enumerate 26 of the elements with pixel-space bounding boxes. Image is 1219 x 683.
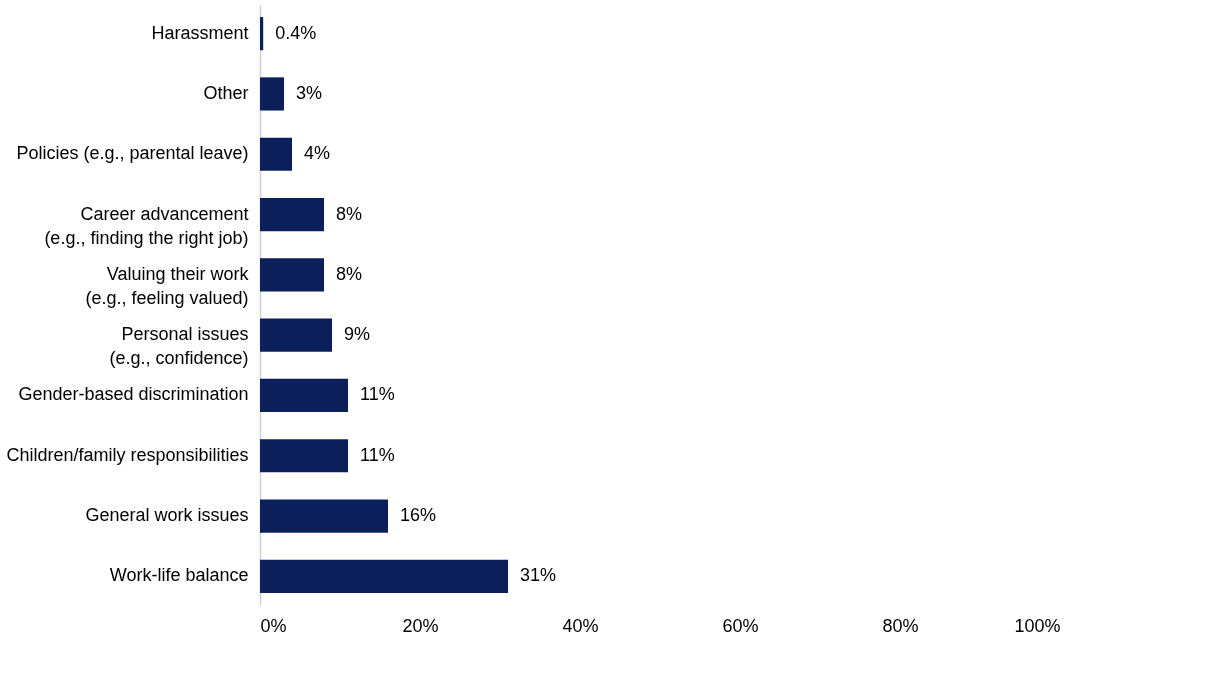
data-label: 11%: [360, 384, 395, 405]
y-tick-label: Other: [203, 82, 249, 103]
y-tick-label: Gender-based discrimination: [18, 384, 249, 405]
y-tick-label: Valuing their work (e.g., feeling valued): [85, 263, 250, 308]
y-tick-label: Harassment: [151, 22, 249, 43]
data-label: 3%: [296, 82, 323, 103]
x-tick-label: 40%: [562, 615, 599, 636]
data-label: 31%: [520, 565, 557, 586]
y-tick-label: General work issues: [85, 505, 249, 526]
data-label: 8%: [336, 203, 363, 224]
data-label: 11%: [360, 444, 395, 465]
x-tick-label: 20%: [402, 615, 439, 636]
y-tick-label: Career advancement (e.g., finding the right job): [44, 203, 249, 248]
y-tick-label: Work-life balance: [109, 565, 249, 586]
data-label: 0.4%: [275, 22, 317, 43]
y-tick-label: Personal issues (e.g., confidence): [109, 324, 249, 369]
x-tick-label: 60%: [722, 615, 759, 636]
data-label: 9%: [344, 324, 371, 345]
data-label: 8%: [336, 263, 363, 284]
y-tick-label: Policies (e.g., parental leave): [16, 143, 249, 164]
data-label: 16%: [400, 505, 437, 526]
x-tick-label: 0%: [260, 615, 287, 636]
y-tick-label: Children/family responsibilities: [6, 444, 249, 465]
x-tick-label: 100%: [1014, 615, 1061, 636]
x-tick-label: 80%: [882, 615, 919, 636]
data-label: 4%: [304, 143, 331, 164]
